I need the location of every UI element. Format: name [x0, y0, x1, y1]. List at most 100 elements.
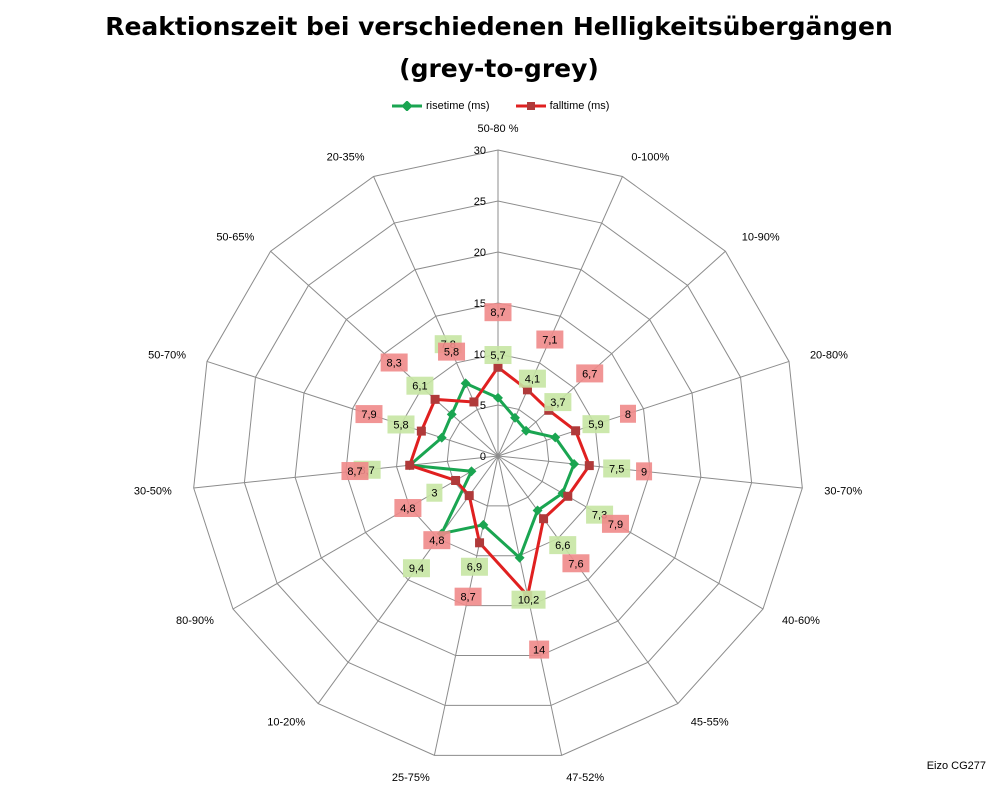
grid-ring: [243, 200, 753, 706]
category-label: 0-100%: [631, 151, 669, 163]
grid-ring: [193, 149, 803, 756]
data-label-falltime: 7,9: [361, 409, 376, 421]
data-label-bg-falltime: [423, 531, 451, 550]
category-label: 25-75%: [392, 772, 430, 784]
grid-spoke: [497, 360, 790, 457]
data-label-risetime: 3: [431, 488, 437, 500]
point-falltime: [405, 460, 415, 470]
data-label-bg-risetime: [402, 559, 430, 578]
point-risetime: [466, 466, 477, 477]
data-label-risetime: 5,8: [393, 419, 408, 431]
data-label-risetime: 9,4: [409, 563, 424, 575]
point-falltime: [416, 426, 426, 436]
data-label-bg-risetime: [549, 536, 577, 555]
category-label: 10-90%: [742, 232, 780, 244]
data-label-bg-risetime: [426, 483, 443, 502]
point-risetime: [532, 505, 543, 516]
r-tick-label: 15: [474, 298, 486, 310]
grid-spoke: [206, 360, 499, 457]
category-label: 47-52%: [566, 772, 604, 784]
point-falltime: [493, 362, 503, 372]
category-label: 20-80%: [810, 350, 848, 362]
data-label-bg-risetime: [544, 393, 572, 412]
data-label-falltime: 5,8: [444, 347, 459, 359]
point-risetime: [478, 519, 489, 530]
data-label-risetime: 6,9: [467, 562, 482, 574]
data-label-bg-falltime: [576, 364, 604, 383]
point-falltime: [539, 514, 549, 524]
data-label-falltime: 4,8: [400, 503, 415, 515]
data-label-bg-falltime: [355, 405, 383, 424]
category-label: 50-80 %: [478, 123, 519, 135]
r-tick-label: 5: [480, 400, 486, 412]
data-label-falltime: 14: [533, 645, 545, 657]
point-risetime: [514, 552, 525, 563]
data-label-bg-falltime: [562, 554, 590, 573]
data-label-bg-falltime: [601, 514, 629, 533]
grid-spoke: [373, 176, 499, 457]
legend: risetime (ms) falltime (ms): [392, 100, 609, 112]
point-falltime: [563, 491, 573, 501]
category-label: 10-20%: [267, 716, 305, 728]
point-risetime: [460, 378, 471, 389]
data-label-bg-falltime: [341, 462, 369, 481]
legend-marker-risetime: [392, 101, 422, 111]
data-label-bg-falltime: [619, 404, 636, 423]
series-line-falltime: [408, 365, 591, 598]
legend-label-risetime: risetime (ms): [426, 100, 490, 112]
data-label-falltime: 8,7: [460, 592, 475, 604]
data-label-falltime: 8,3: [387, 357, 402, 369]
point-falltime: [584, 461, 594, 471]
data-label-bg-risetime: [406, 376, 434, 395]
data-label-falltime: 7,6: [568, 558, 583, 570]
data-label-bg-risetime: [460, 557, 488, 576]
grid-ring: [294, 251, 702, 657]
category-label: 30-70%: [824, 485, 862, 497]
category-label: 40-60%: [782, 615, 820, 627]
grid-spoke: [497, 250, 726, 457]
point-risetime: [446, 409, 457, 420]
data-label-bg-falltime: [438, 342, 466, 361]
data-label-bg-risetime: [387, 415, 415, 434]
category-label: 30-50%: [134, 485, 172, 497]
category-label: 50-65%: [216, 232, 254, 244]
category-label: 45-55%: [691, 716, 729, 728]
category-label: 50-70%: [148, 350, 186, 362]
data-label-risetime: 5,7: [490, 350, 505, 362]
data-label-falltime: 9: [641, 466, 647, 478]
point-risetime: [493, 392, 503, 403]
point-risetime: [436, 432, 447, 443]
data-label-bg-falltime: [484, 303, 512, 322]
grid-spoke: [497, 455, 764, 610]
data-label-bg-risetime: [582, 415, 610, 434]
grid-ring: [396, 353, 600, 557]
legend-item-risetime: risetime (ms): [392, 100, 490, 112]
footer-label: Eizo CG277: [926, 760, 986, 772]
data-label-falltime: 8,7: [490, 307, 505, 319]
category-label: 20-35%: [327, 151, 365, 163]
legend-item-falltime: falltime (ms): [515, 100, 609, 112]
point-falltime: [571, 426, 581, 436]
r-tick-label: 0: [480, 451, 486, 463]
data-label-risetime: 7,5: [609, 463, 624, 475]
grid-ring: [446, 404, 550, 507]
data-label-bg-risetime: [484, 346, 512, 365]
data-label-bg-falltime: [529, 640, 550, 659]
data-label-risetime: 5,9: [588, 419, 603, 431]
data-label-bg-falltime: [636, 462, 653, 481]
category-label: 80-90%: [176, 615, 214, 627]
point-falltime: [430, 394, 440, 404]
chart-title-line2: (grey-to-grey): [399, 54, 599, 83]
grid-ring: [345, 302, 651, 607]
data-label-falltime: 4,8: [429, 535, 444, 547]
data-label-falltime: 6,7: [582, 368, 597, 380]
data-label-risetime: 4,1: [525, 374, 540, 386]
r-tick-label: 25: [474, 196, 486, 208]
point-risetime: [510, 412, 520, 423]
data-label-bg-risetime: [603, 459, 631, 478]
data-label-falltime: 7,1: [542, 335, 557, 347]
data-label-falltime: 8,7: [347, 466, 362, 478]
point-falltime: [522, 385, 532, 395]
data-label-risetime: 6,6: [555, 540, 570, 552]
